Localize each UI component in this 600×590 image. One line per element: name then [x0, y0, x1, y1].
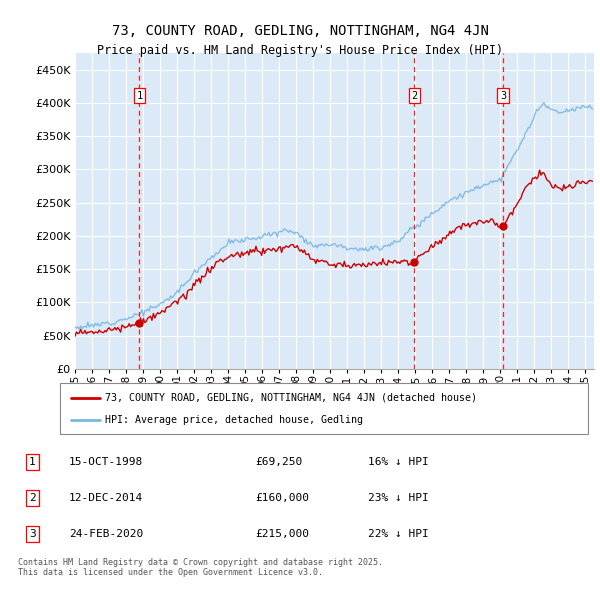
- Text: £160,000: £160,000: [255, 493, 309, 503]
- Text: £215,000: £215,000: [255, 529, 309, 539]
- Text: 24-FEB-2020: 24-FEB-2020: [69, 529, 143, 539]
- Text: 22% ↓ HPI: 22% ↓ HPI: [368, 529, 428, 539]
- Text: 2: 2: [412, 91, 418, 101]
- Text: 1: 1: [29, 457, 35, 467]
- Text: 3: 3: [500, 91, 506, 101]
- Text: £69,250: £69,250: [255, 457, 302, 467]
- Text: 2: 2: [29, 493, 35, 503]
- Text: 73, COUNTY ROAD, GEDLING, NOTTINGHAM, NG4 4JN (detached house): 73, COUNTY ROAD, GEDLING, NOTTINGHAM, NG…: [105, 392, 477, 402]
- Text: 16% ↓ HPI: 16% ↓ HPI: [368, 457, 428, 467]
- Text: Price paid vs. HM Land Registry's House Price Index (HPI): Price paid vs. HM Land Registry's House …: [97, 44, 503, 57]
- Text: Contains HM Land Registry data © Crown copyright and database right 2025.
This d: Contains HM Land Registry data © Crown c…: [18, 558, 383, 577]
- Text: 12-DEC-2014: 12-DEC-2014: [69, 493, 143, 503]
- Text: 15-OCT-1998: 15-OCT-1998: [69, 457, 143, 467]
- Text: 23% ↓ HPI: 23% ↓ HPI: [368, 493, 428, 503]
- Text: 3: 3: [29, 529, 35, 539]
- Text: 73, COUNTY ROAD, GEDLING, NOTTINGHAM, NG4 4JN: 73, COUNTY ROAD, GEDLING, NOTTINGHAM, NG…: [112, 24, 488, 38]
- Text: 1: 1: [136, 91, 143, 101]
- FancyBboxPatch shape: [60, 384, 588, 434]
- Text: HPI: Average price, detached house, Gedling: HPI: Average price, detached house, Gedl…: [105, 415, 363, 425]
